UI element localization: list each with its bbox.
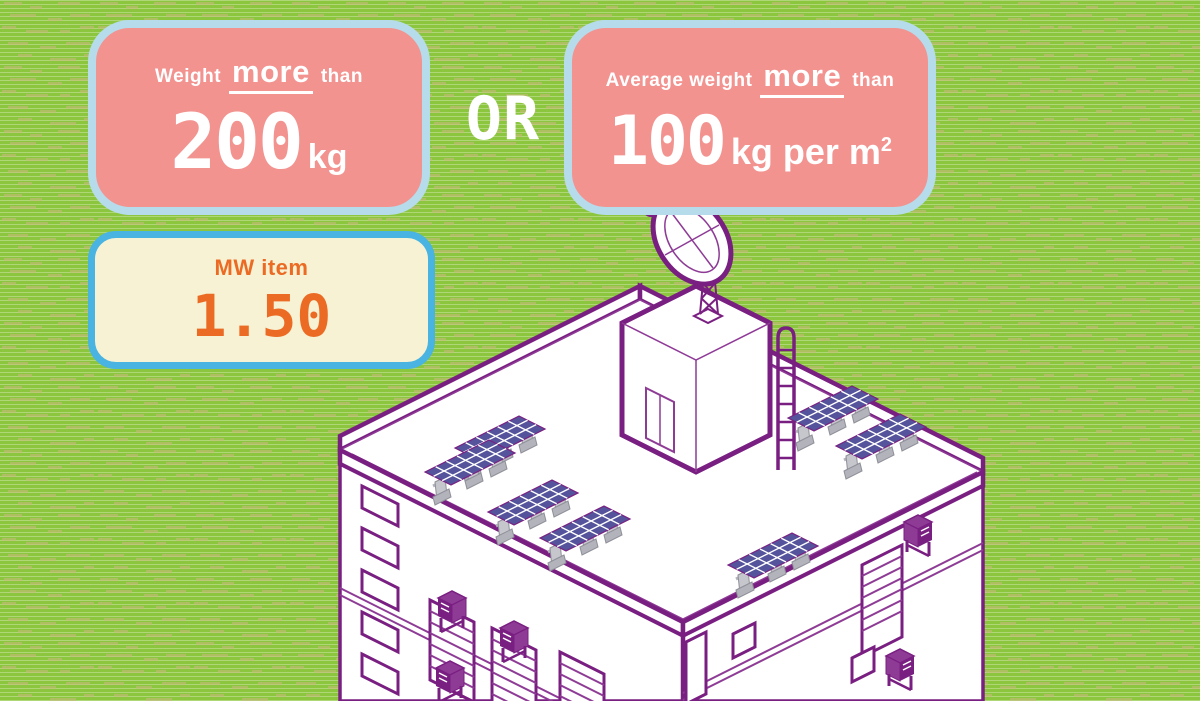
satellite-dish-icon	[642, 193, 734, 325]
average-value-row: 100 kg per m2	[608, 101, 892, 181]
windows-right	[684, 543, 904, 701]
weight-card: Weight more than 200 kg	[88, 20, 430, 215]
average-unit: kg per m2	[730, 130, 892, 172]
mw-item-card: MW item 1.50	[88, 231, 435, 369]
weight-prefix: Weight	[155, 65, 222, 87]
average-card-heading: Average weight more than	[606, 60, 895, 98]
average-emphasis: more	[760, 60, 845, 98]
average-suffix: than	[852, 69, 895, 91]
or-label: OR	[465, 84, 541, 154]
average-prefix: Average weight	[605, 69, 753, 91]
ac-unit-icon	[884, 647, 916, 692]
ac-unit-icon	[436, 589, 468, 634]
average-weight-card: Average weight more than 100 kg per m2	[564, 20, 936, 215]
average-value: 100	[608, 101, 727, 181]
ac-unit-icon	[498, 619, 530, 664]
ladder-icon	[776, 326, 796, 470]
mw-item-label: MW item	[214, 255, 309, 280]
penthouse	[619, 283, 773, 475]
ac-unit-icon	[902, 513, 934, 558]
weight-suffix: than	[320, 65, 363, 87]
weight-emphasis: more	[229, 56, 313, 94]
weight-card-heading: Weight more than	[155, 56, 363, 94]
weight-unit: kg	[307, 137, 348, 176]
weight-value-row: 200 kg	[170, 96, 348, 186]
mw-item-value: 1.50	[191, 282, 332, 350]
average-unit-exponent: 2	[880, 133, 892, 156]
louver-windows-left	[360, 483, 606, 701]
weight-value: 200	[170, 96, 304, 186]
